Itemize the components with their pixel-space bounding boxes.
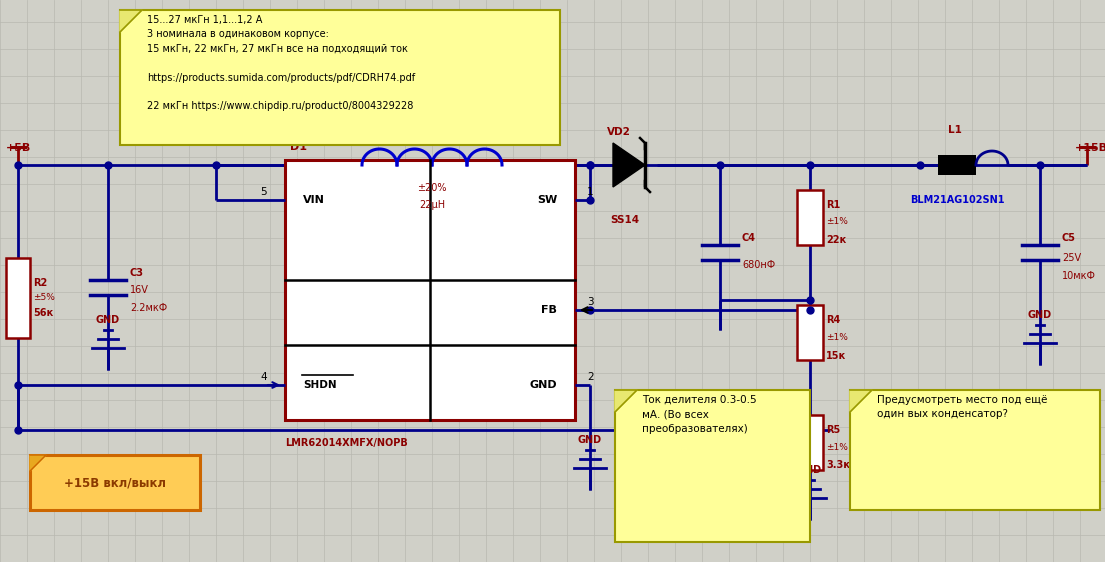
Text: 25V: 25V bbox=[1062, 253, 1081, 263]
Text: D1: D1 bbox=[290, 142, 307, 152]
Text: ±1%: ±1% bbox=[827, 217, 848, 226]
Text: 22к: 22к bbox=[827, 235, 846, 245]
Polygon shape bbox=[613, 143, 645, 187]
Text: C4: C4 bbox=[741, 233, 756, 243]
Text: R5: R5 bbox=[827, 425, 840, 435]
Text: R1: R1 bbox=[827, 200, 840, 210]
Text: 4: 4 bbox=[261, 372, 267, 382]
Text: ±5%: ±5% bbox=[33, 293, 55, 302]
Text: 15к: 15к bbox=[827, 351, 846, 361]
Text: 3: 3 bbox=[587, 297, 593, 307]
Bar bbox=[938, 155, 976, 175]
Text: Предусмотреть место под ещё
один вых конденсатор?: Предусмотреть место под ещё один вых кон… bbox=[877, 395, 1048, 419]
Text: C3: C3 bbox=[130, 268, 144, 278]
Text: C5: C5 bbox=[1062, 233, 1076, 243]
Text: 5: 5 bbox=[261, 187, 267, 197]
Text: 10мкФ: 10мкФ bbox=[1062, 271, 1096, 281]
Text: SS14: SS14 bbox=[610, 215, 640, 225]
Text: GND: GND bbox=[529, 380, 557, 390]
Text: R4: R4 bbox=[827, 315, 840, 325]
Text: GND: GND bbox=[578, 435, 602, 445]
Text: BLM21AG102SN1: BLM21AG102SN1 bbox=[911, 195, 1004, 205]
Text: 3.3к: 3.3к bbox=[827, 460, 850, 470]
Bar bbox=[6, 257, 30, 338]
Text: SHDN: SHDN bbox=[303, 380, 337, 390]
Text: Ток делителя 0.3-0.5
мА. (Во всех
преобразователях): Ток делителя 0.3-0.5 мА. (Во всех преобр… bbox=[642, 395, 757, 434]
Polygon shape bbox=[30, 455, 46, 471]
Text: ±1%: ±1% bbox=[827, 333, 848, 342]
Text: GND: GND bbox=[798, 465, 822, 475]
Text: FB: FB bbox=[541, 305, 557, 315]
Text: 2: 2 bbox=[587, 372, 593, 382]
Text: +5В: +5В bbox=[6, 143, 31, 153]
Text: ±20%: ±20% bbox=[418, 183, 446, 193]
Text: 16V: 16V bbox=[130, 285, 149, 295]
Bar bbox=[797, 190, 823, 245]
Text: +15В вкл/выкл: +15В вкл/выкл bbox=[64, 476, 166, 489]
Bar bbox=[120, 10, 560, 145]
Text: SW: SW bbox=[537, 195, 557, 205]
Bar bbox=[850, 390, 1099, 510]
Text: L1: L1 bbox=[948, 125, 962, 135]
Text: 56к: 56к bbox=[33, 309, 53, 319]
Text: +15В: +15В bbox=[1075, 143, 1105, 153]
Bar bbox=[30, 455, 200, 510]
Polygon shape bbox=[120, 10, 143, 32]
Bar bbox=[285, 160, 575, 420]
Text: 1: 1 bbox=[587, 187, 593, 197]
Text: LMR62014XMFX/NOPB: LMR62014XMFX/NOPB bbox=[285, 438, 408, 448]
Text: VD2: VD2 bbox=[607, 127, 631, 137]
Text: L2: L2 bbox=[425, 125, 439, 135]
Polygon shape bbox=[615, 390, 636, 412]
Text: 2.2мкФ: 2.2мкФ bbox=[130, 303, 167, 313]
Bar bbox=[797, 415, 823, 470]
Text: 22μH: 22μH bbox=[419, 200, 445, 210]
Text: 15...27 мкГн 1,1...1,2 А
3 номинала в одинаковом корпусе:
15 мкГн, 22 мкГн, 27 м: 15...27 мкГн 1,1...1,2 А 3 номинала в од… bbox=[147, 15, 415, 111]
Text: R2: R2 bbox=[33, 278, 48, 288]
Text: 680нФ: 680нФ bbox=[741, 260, 776, 270]
Bar bbox=[615, 390, 810, 542]
Bar bbox=[797, 305, 823, 360]
Text: ±1%: ±1% bbox=[827, 442, 848, 451]
Text: GND: GND bbox=[96, 315, 120, 325]
Text: GND: GND bbox=[1028, 310, 1052, 320]
Text: VIN: VIN bbox=[303, 195, 325, 205]
Polygon shape bbox=[850, 390, 872, 412]
